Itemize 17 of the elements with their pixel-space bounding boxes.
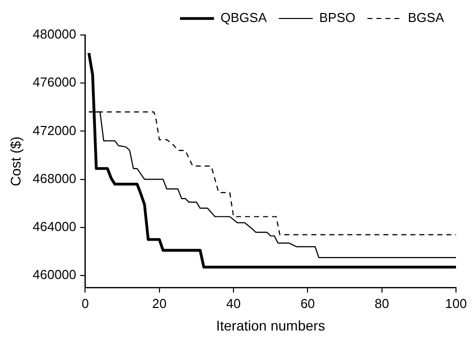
x-axis-title: Iteration numbers: [216, 317, 326, 334]
y-tick-label: 472000: [32, 122, 76, 138]
y-tick-label: 460000: [32, 267, 76, 282]
y-tick-label: 464000: [32, 219, 76, 234]
x-tick-label: 60: [300, 296, 315, 311]
x-tick-label: 80: [374, 296, 390, 311]
y-axis-title: Cost ($): [7, 136, 24, 186]
legend-label: BPSO: [319, 10, 356, 26]
legend-label: QBGSA: [220, 10, 268, 26]
y-tick-label: 480000: [32, 26, 76, 42]
y-tick-label: 476000: [32, 74, 76, 90]
legend-label: BGSA: [408, 10, 444, 26]
y-tick-label: 468000: [32, 170, 76, 186]
x-tick-label: 40: [226, 296, 241, 311]
x-tick-label: 20: [152, 296, 167, 311]
x-tick-label: 100: [445, 296, 467, 311]
x-tick-label: 0: [82, 296, 89, 311]
